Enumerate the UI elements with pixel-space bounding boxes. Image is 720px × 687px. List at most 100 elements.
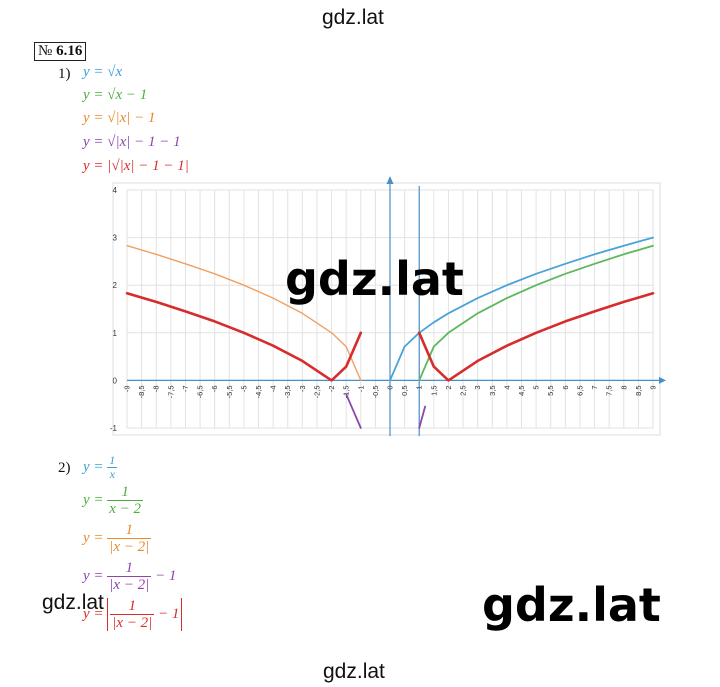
- denominator: x − 2: [107, 500, 144, 517]
- x-tick-label: 1,5: [429, 385, 438, 395]
- part1-label: 1): [58, 66, 71, 82]
- x-tick-label: 3: [473, 385, 482, 389]
- x-tick-label: -2,5: [312, 385, 321, 398]
- watermark-left: gdz.lat: [42, 591, 104, 614]
- eq-lhs: y =: [83, 458, 104, 475]
- x-tick-label: 0,5: [400, 385, 409, 395]
- x-tick-label: 2: [444, 385, 453, 389]
- denominator: x: [107, 467, 118, 481]
- x-tick-label: -1,5: [342, 385, 351, 398]
- problem-number-value: 6.16: [56, 43, 83, 59]
- numerator: 1: [125, 560, 134, 576]
- series-line-1: [389, 236, 654, 382]
- axes: [127, 176, 666, 436]
- absolute-value: 1 |x − 2| − 1: [107, 598, 183, 631]
- y-tick-label: 3: [113, 234, 118, 243]
- eq-rhs: √|x| − 1: [107, 110, 156, 126]
- part1-equation-3: y = √|x| − 1: [83, 110, 156, 127]
- series-line-4: [345, 393, 362, 429]
- eq-lhs: y =: [83, 567, 104, 584]
- part1-equation-1: y = √x: [83, 64, 122, 81]
- y-tick-label: 1: [113, 329, 118, 338]
- series: [125, 236, 655, 429]
- part2-equation-4: y = 1 |x − 2| − 1: [83, 560, 176, 593]
- part2-equation-5: y = 1 |x − 2| − 1: [83, 598, 183, 631]
- plot-area: [112, 182, 661, 436]
- part2-equation-1: y = 1 x: [83, 453, 118, 481]
- x-tick-label: 0: [386, 385, 395, 389]
- x-tick-label: 1: [415, 385, 424, 389]
- fraction: 1 |x − 2|: [110, 598, 155, 631]
- eq-lhs: y =: [83, 64, 104, 80]
- eq-lhs: y =: [83, 134, 104, 150]
- x-tick-label: -3: [298, 385, 307, 392]
- part1-equation-2: y = √x − 1: [83, 87, 147, 104]
- numerator: 1: [109, 453, 116, 467]
- eq-tail: − 1: [158, 605, 180, 622]
- x-tick-label: 4,5: [517, 385, 526, 395]
- watermark-bottom-right: gdz.lat: [482, 578, 661, 632]
- watermark-bottom: gdz.lat: [323, 660, 385, 683]
- x-tick-label: -5: [239, 385, 248, 392]
- problem-number: № 6.16: [34, 42, 87, 61]
- y-tick-label: 2: [113, 281, 118, 290]
- x-tick-label: -7: [181, 385, 190, 392]
- eq-lhs: y =: [83, 491, 104, 508]
- x-tick-label: -1: [356, 385, 365, 392]
- series-line-7: [417, 292, 655, 382]
- x-tick-label: -0,5: [371, 385, 380, 398]
- x-tick-label: 6,5: [575, 385, 584, 395]
- eq-rhs: √x − 1: [107, 87, 148, 103]
- eq-tail: − 1: [155, 567, 177, 584]
- x-tick-label: -7,5: [166, 385, 175, 398]
- eq-lhs: y =: [83, 87, 104, 103]
- x-tick-label: -4: [269, 385, 278, 392]
- x-tick-label: 5: [532, 385, 541, 389]
- series-line-6: [125, 292, 363, 382]
- fraction: 1 |x − 2|: [107, 522, 152, 555]
- y-axis-arrow: [386, 176, 394, 184]
- problem-number-prefix: №: [38, 43, 53, 59]
- eq-rhs: |√|x| − 1 − 1|: [107, 158, 189, 174]
- eq-lhs: y =: [83, 605, 104, 622]
- numerator: 1: [121, 484, 129, 500]
- x-tick-label: 2,5: [459, 385, 468, 395]
- x-tick-label: 7,5: [605, 385, 614, 395]
- x-tick-label: 6: [561, 385, 570, 389]
- series-line-5: [418, 405, 426, 429]
- x-tick-label: -4,5: [254, 385, 263, 398]
- eq-lhs: y =: [83, 110, 104, 126]
- x-tick-label: 5,5: [546, 385, 555, 395]
- part2-equation-2: y = 1 x − 2: [83, 484, 144, 517]
- x-tick-label: 8,5: [634, 385, 643, 395]
- y-tick-label: 4: [113, 186, 118, 195]
- part1-equation-4: y = √|x| − 1 − 1: [83, 134, 181, 151]
- denominator: |x − 2|: [107, 576, 152, 593]
- eq-rhs: √|x| − 1 − 1: [107, 134, 181, 150]
- x-tick-label: -8: [152, 385, 161, 392]
- eq-rhs: √x: [107, 64, 123, 80]
- x-tick-label: -8,5: [137, 385, 146, 398]
- watermark-middle: gdz.lat: [285, 252, 464, 306]
- part1-equation-5: y = |√|x| − 1 − 1|: [83, 158, 189, 175]
- series-line-3: [126, 245, 362, 382]
- x-tick-label: -6: [210, 385, 219, 392]
- x-tick-label: -6,5: [196, 385, 205, 398]
- x-tick-label: -9: [123, 385, 132, 392]
- fraction: 1 x − 2: [107, 484, 144, 517]
- x-tick-label: -2: [327, 385, 336, 392]
- y-tick-label: 0: [113, 376, 118, 385]
- numerator: 1: [125, 522, 134, 538]
- x-tick-label: 9: [649, 385, 658, 389]
- watermark-top: gdz.lat: [322, 6, 384, 29]
- denominator: |x − 2|: [107, 538, 152, 555]
- y-tick-label: -1: [110, 424, 118, 433]
- eq-lhs: y =: [83, 158, 104, 174]
- x-tick-label: 8: [619, 385, 628, 389]
- numerator: 1: [128, 598, 137, 614]
- fraction: 1 |x − 2|: [107, 560, 152, 593]
- fraction: 1 x: [107, 453, 118, 481]
- x-tick-label: 4: [502, 385, 511, 389]
